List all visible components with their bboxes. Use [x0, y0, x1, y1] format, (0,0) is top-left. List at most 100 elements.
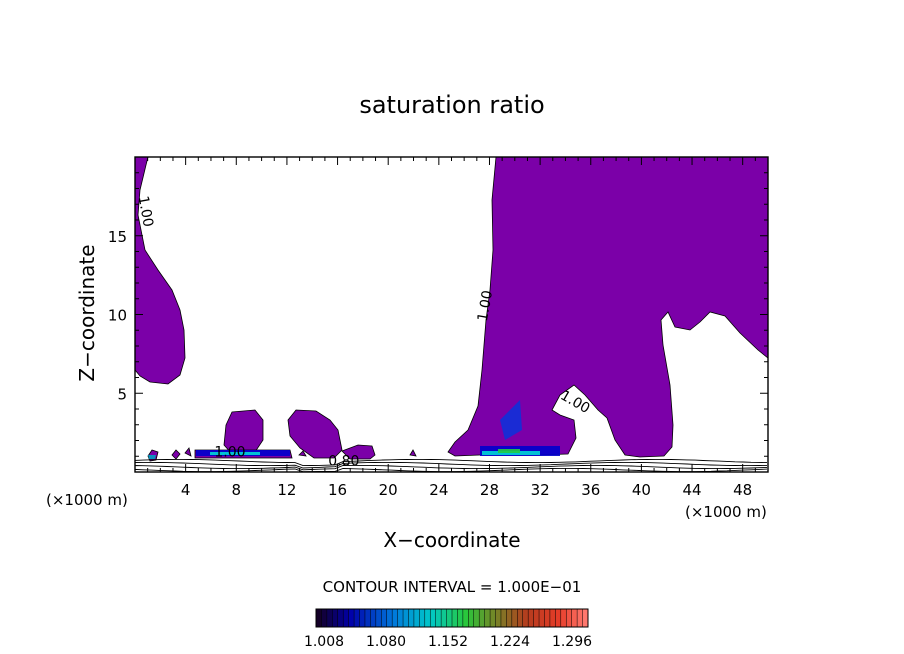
colorbar-cell: [506, 609, 513, 627]
high-value-region: [210, 452, 260, 455]
x-tick-label: 36: [581, 481, 600, 499]
colorbar-cell: [424, 609, 431, 627]
colorbar-cell: [430, 609, 436, 627]
saturation-region: [184, 447, 192, 457]
chart-title: saturation ratio: [359, 91, 544, 119]
colorbar-cell: [408, 609, 415, 627]
colorbar-tick-label: 1.008: [304, 634, 344, 650]
colorbar-cell: [337, 609, 344, 627]
colorbar-cell: [566, 609, 572, 627]
x-tick-label: 48: [733, 481, 752, 499]
colorbar-cell: [354, 609, 360, 627]
colorbar-cell: [441, 609, 447, 627]
colorbar-cell: [582, 609, 589, 627]
contour-label: 1.00: [135, 195, 156, 228]
colorbar-cell: [479, 609, 485, 627]
colorbar-cell: [435, 609, 442, 627]
colorbar-frame: [315, 608, 589, 628]
colorbar-cell: [419, 609, 426, 627]
colorbar-cell: [446, 609, 453, 627]
plot-area: 1.001.001.001.000.804 8 12 16 20 24 28 32 36 40 44…: [108, 156, 769, 499]
x-tick-label: 28: [480, 481, 499, 499]
saturation-region: [134, 156, 186, 385]
colorbar-cell: [544, 609, 551, 627]
colorbar-cell: [468, 609, 475, 627]
colorbar-cell: [316, 609, 322, 627]
high-value-region: [498, 449, 520, 453]
colorbar-cell: [386, 609, 393, 627]
saturation-region: [298, 450, 307, 457]
colorbar-tick-label: 1.224: [490, 634, 530, 650]
colorbar-cell: [571, 609, 578, 627]
contour-label: 0.80: [328, 454, 359, 470]
saturation-region: [171, 449, 181, 460]
x-tick-label: 20: [379, 481, 398, 499]
colorbar-cell: [348, 609, 355, 627]
high-value-region: [148, 455, 156, 459]
colorbar-tick-label: 1.296: [552, 634, 592, 650]
saturation-region: [447, 156, 769, 458]
colorbar-cell: [413, 609, 420, 627]
colorbar-cell: [381, 609, 388, 627]
colorbar-cell: [511, 609, 518, 627]
colorbar-tick-label: 1.080: [366, 634, 406, 650]
x-tick-label: 40: [632, 481, 651, 499]
colorbar-cell: [457, 609, 464, 627]
colorbar-cell: [359, 609, 366, 627]
colorbar-cell: [370, 609, 377, 627]
colorbar-cell: [500, 609, 507, 627]
x-tick-label: 24: [429, 481, 448, 499]
saturation-region: [409, 449, 417, 457]
colorbar-cell: [452, 609, 458, 627]
colorbar-cell: [522, 609, 529, 627]
y-axis-label: Z−coordinate: [75, 244, 99, 381]
colorbar-cell: [517, 609, 524, 627]
colorbar-cell: [484, 609, 491, 627]
x-axis-unit-right: (×1000 m): [685, 503, 767, 521]
x-tick-label: 32: [531, 481, 550, 499]
surface-contour-line: [134, 458, 768, 467]
colorbar-cell: [528, 609, 534, 627]
colorbar-cell: [364, 609, 371, 627]
colorbar: 1.008 1.080 1.152 1.224 1.296: [304, 608, 592, 650]
surface-contour-line: [134, 461, 768, 469]
contour-label: 1.00: [214, 444, 245, 460]
colorbar-cell: [560, 609, 567, 627]
colorbar-cell: [343, 609, 349, 627]
colorbar-cell: [473, 609, 480, 627]
x-tick-label: 4: [181, 481, 191, 499]
colorbar-tick-label: 1.152: [428, 634, 468, 650]
colorbar-cell: [533, 609, 540, 627]
colorbar-cell: [555, 609, 562, 627]
colorbar-cell: [375, 609, 382, 627]
surface-contour-line: [134, 464, 768, 471]
colorbar-cell: [392, 609, 398, 627]
colorbar-cell: [321, 609, 328, 627]
x-axis-label: X−coordinate: [383, 528, 520, 552]
high-value-region: [500, 400, 522, 440]
colorbar-cell: [397, 609, 404, 627]
colorbar-cell: [403, 609, 409, 627]
x-axis-unit-left: (×1000 m): [46, 491, 128, 509]
colorbar-cell: [549, 609, 556, 627]
x-tick-label: 12: [277, 481, 296, 499]
colorbar-cell: [332, 609, 339, 627]
x-tick-label: 8: [232, 481, 242, 499]
colorbar-cell: [577, 609, 583, 627]
y-tick-label: 15: [108, 228, 127, 246]
y-tick-label: 5: [117, 385, 127, 403]
contour-label: 1.00: [475, 289, 496, 322]
colorbar-cell: [462, 609, 469, 627]
colorbar-cell: [490, 609, 496, 627]
x-tick-label: 16: [328, 481, 347, 499]
saturation-region: [223, 409, 264, 455]
colorbar-cell: [326, 609, 333, 627]
colorbar-cell: [539, 609, 545, 627]
y-tick-label: 10: [108, 307, 127, 325]
saturation-region: [287, 409, 343, 459]
x-tick-label: 44: [682, 481, 701, 499]
contour-interval-note: CONTOUR INTERVAL = 1.000E−01: [323, 578, 582, 596]
colorbar-cell: [495, 609, 502, 627]
saturation-region: [341, 444, 376, 460]
